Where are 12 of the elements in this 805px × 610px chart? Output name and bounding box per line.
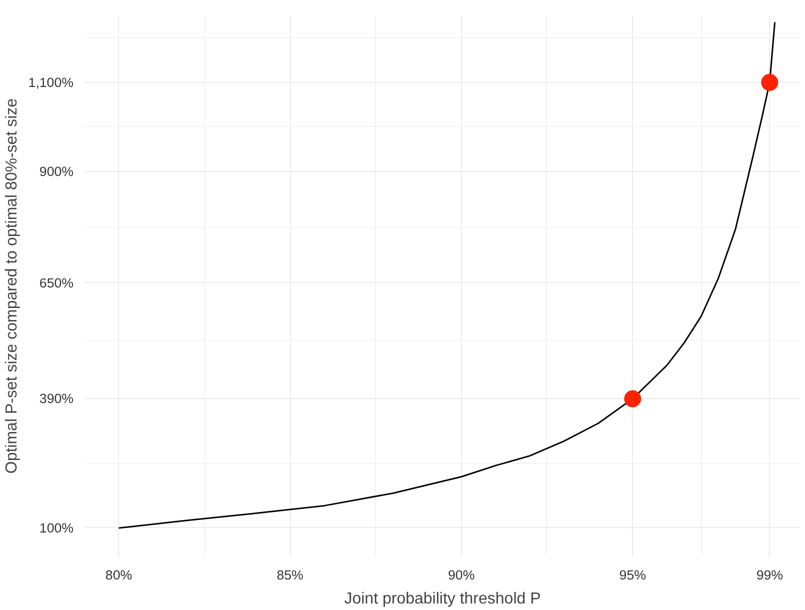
x-tick-label: 85% <box>276 568 304 582</box>
y-tick-label: 100% <box>39 520 74 536</box>
x-axis-title: Joint probability threshold P <box>344 590 541 608</box>
x-tick-label: 99% <box>756 568 784 582</box>
x-tick-label: 80% <box>105 568 132 582</box>
x-tick-label: 90% <box>448 568 475 582</box>
y-tick-label: 650% <box>39 275 74 290</box>
y-tick-label: 900% <box>39 164 74 179</box>
y-tick-label: 1,100% <box>28 74 74 90</box>
y-tick-label: 390% <box>39 391 74 406</box>
y-axis-title: Optimal P-set size compared to optimal 80%-set size <box>3 98 20 474</box>
x-tick-label: 95% <box>619 568 646 582</box>
